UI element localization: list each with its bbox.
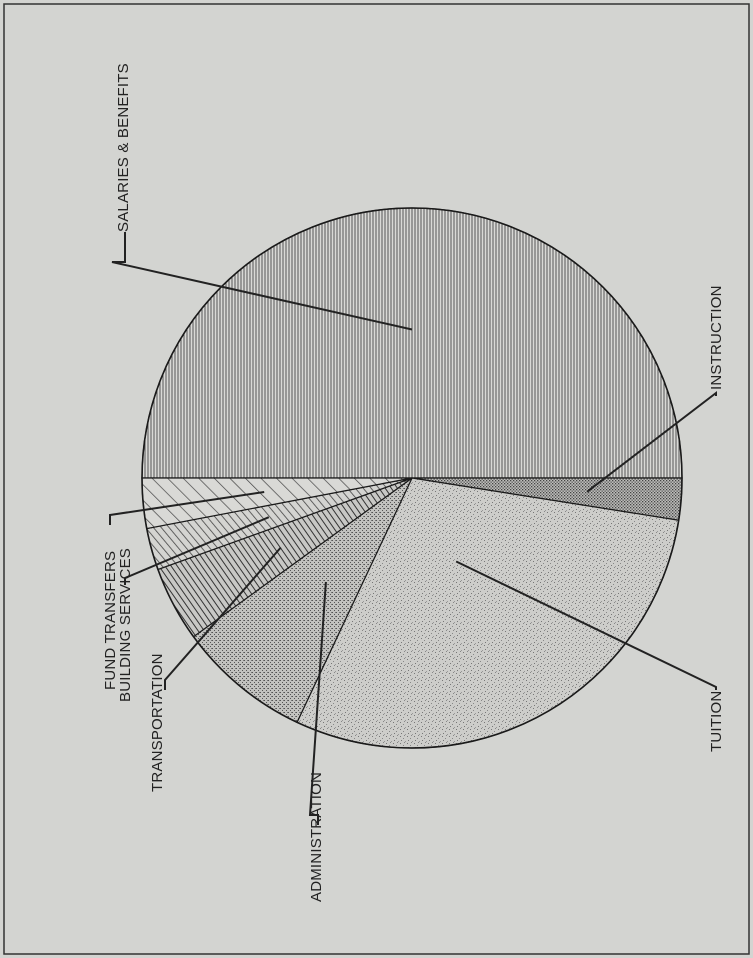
label-transportation: TRANSPORTATION <box>149 653 166 792</box>
pie-slices <box>142 208 682 748</box>
label-salaries-benefits: SALARIES & BENEFITS <box>115 63 132 232</box>
label-instruction: INSTRUCTION <box>708 285 725 390</box>
label-administration: ADMINISTRATION <box>308 772 325 902</box>
label-fund-transfers: FUND TRANSFERS <box>102 551 119 690</box>
label-building-services: BUILDING SERVICES <box>117 548 134 702</box>
label-tuition: TUITION <box>708 691 725 752</box>
